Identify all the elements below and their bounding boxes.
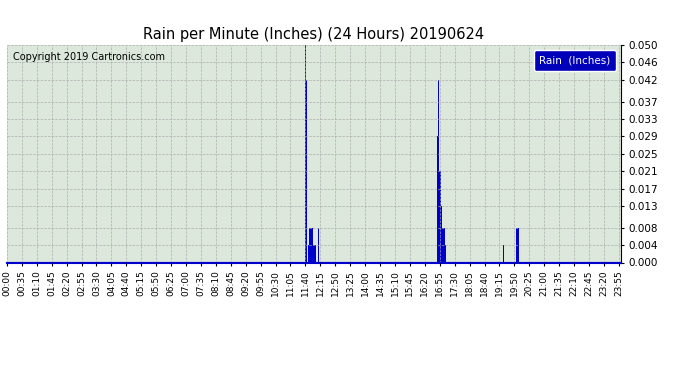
Title: Rain per Minute (Inches) (24 Hours) 20190624: Rain per Minute (Inches) (24 Hours) 2019… <box>144 27 484 42</box>
Text: Copyright 2019 Cartronics.com: Copyright 2019 Cartronics.com <box>13 51 165 62</box>
Legend: Rain  (Inches): Rain (Inches) <box>534 50 615 70</box>
